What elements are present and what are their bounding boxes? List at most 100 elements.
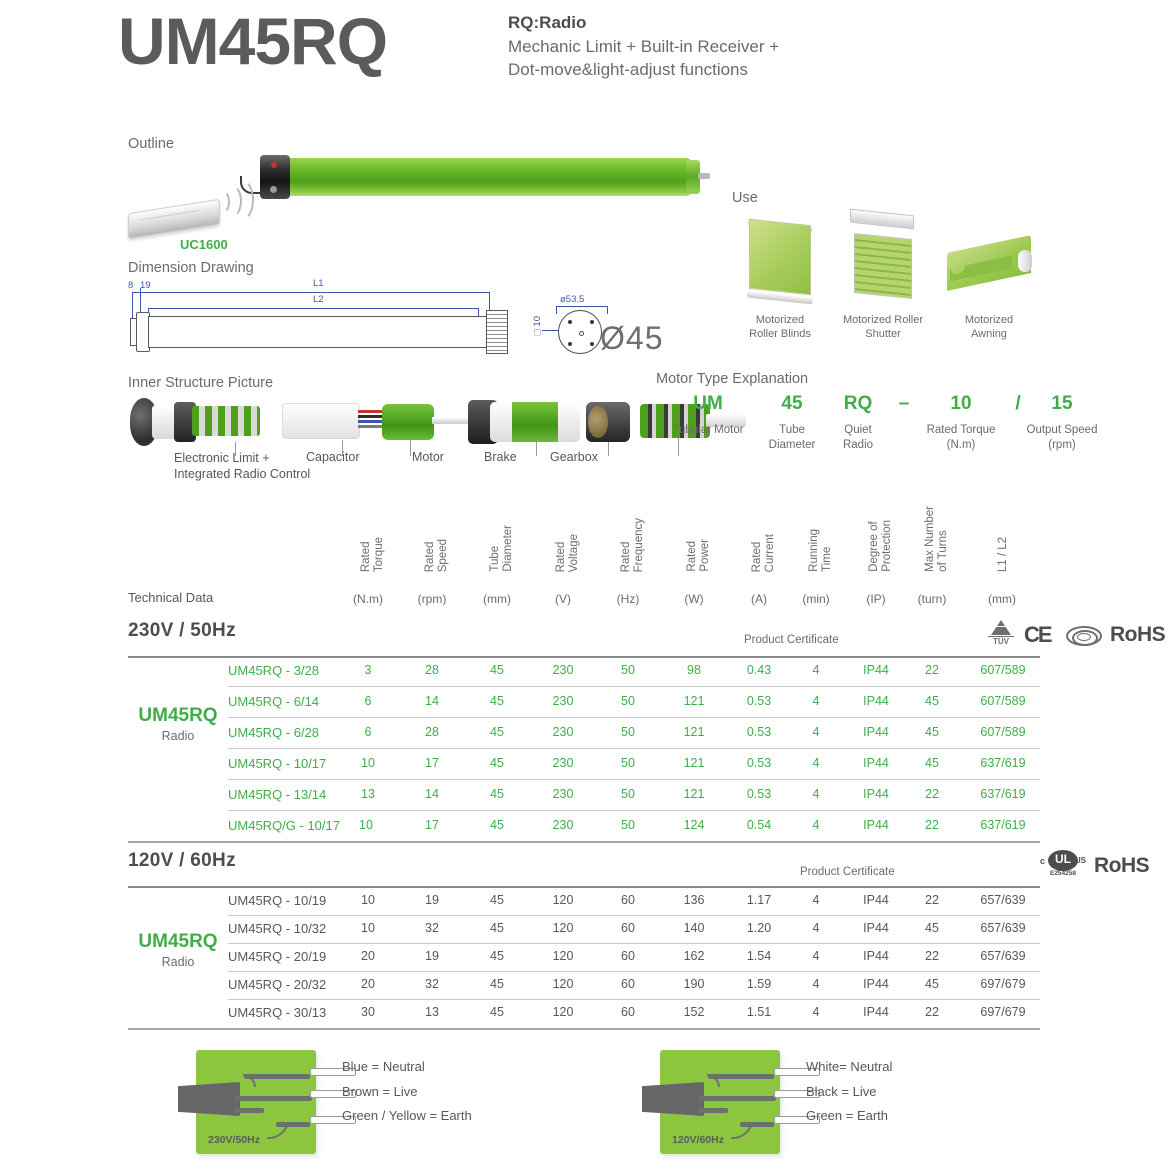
cell-rated-current: 1.17 (746, 893, 772, 907)
cell-rated-current: 0.53 (746, 756, 772, 770)
cell-rated-voltage: 120 (552, 977, 574, 991)
cell-rated-current: 1.59 (746, 977, 772, 991)
cell-degree-of-protection: IP44 (863, 756, 889, 770)
motor-type-col-speed: 15 Output Speed (rpm) (988, 393, 1110, 453)
cell-degree-of-protection: IP44 (863, 663, 889, 677)
cell-rated-torque: 13 (361, 787, 375, 801)
table-row[interactable]: UM45RQ - 3/28 3 28 45 230 50 98 0.43 4 I… (128, 658, 1040, 686)
dim-19-label: 19 (140, 280, 151, 291)
cell-rated-current: 0.53 (746, 694, 772, 708)
cell-l1-l2: 607/589 (980, 725, 1026, 739)
group-label-name: UM45RQ (138, 705, 218, 726)
cell-rated-speed: 13 (425, 1005, 439, 1019)
cell-rated-current: 1.54 (746, 949, 772, 963)
motor-icon (512, 402, 558, 442)
roller-shutter-icon (854, 232, 912, 300)
cell-max-turns: 45 (925, 694, 939, 708)
motor-type-col-um: UM Tubular Motor (660, 393, 756, 438)
cell-max-turns: 22 (925, 818, 939, 832)
motor-type-col-slash: / (998, 393, 1038, 415)
ccc-icon (1066, 626, 1102, 646)
cell-running-time: 4 (812, 949, 820, 963)
wiring-label-green-yellow-earth: Green / Yellow = Earth (342, 1108, 472, 1123)
cell-rated-current: 1.51 (746, 1005, 772, 1019)
rohs-icon: RoHS (1094, 854, 1150, 877)
table-row[interactable]: UM45RQ - 20/32 20 32 45 120 60 190 1.59 … (128, 972, 1040, 1000)
table-row[interactable]: UM45RQ - 6/14 6 14 45 230 50 121 0.53 4 … (128, 689, 1040, 717)
cell-rated-frequency: 60 (621, 921, 635, 935)
wiring-voltage-badge: 230V/50Hz (208, 1134, 260, 1146)
use-item-label: Motorized Roller Blinds (749, 314, 811, 340)
signal-wave-icon (226, 178, 254, 222)
cell-tube-diameter: 45 (490, 694, 504, 708)
motor-type-desc: Rated Torque (N.m) (926, 423, 996, 451)
table-row[interactable]: UM45RQ - 30/13 30 13 45 120 60 152 1.51 … (128, 1000, 1040, 1028)
cell-rated-voltage: 230 (552, 787, 574, 801)
cell-rated-speed: 17 (425, 818, 439, 832)
ul-file-number: E254258 (1049, 870, 1077, 877)
cell-rated-voltage: 230 (552, 725, 574, 739)
cell-rated-torque: 10 (359, 818, 373, 832)
wiring-label-green-earth: Green = Earth (806, 1108, 889, 1123)
cell-rated-torque: 30 (361, 1005, 375, 1019)
motor-type-code: UM (693, 393, 723, 414)
col-header-max-turns: Max Number of Turns (924, 506, 950, 572)
cell-rated-power: 121 (683, 694, 705, 708)
band-title-120v: 120V / 60Hz (128, 850, 236, 871)
cell-rated-power: 136 (683, 893, 705, 907)
cell-rated-power: 121 (683, 756, 705, 770)
cell-rated-torque: 3 (364, 663, 372, 677)
cell-rated-power: 162 (683, 949, 705, 963)
wire-terminal-icon (774, 1116, 820, 1124)
wiring-label-blue-neutral: Blue = Neutral (342, 1059, 425, 1074)
dim-l1-label: L1 (313, 278, 324, 289)
use-item-roller-blinds: Motorized Roller Blinds (725, 217, 835, 342)
dimension-drawing: 8 19 L1 L2 ø53.5 □10 (128, 278, 688, 358)
col-unit-degree-of-protection: (IP) (866, 592, 886, 606)
cell-rated-frequency: 50 (621, 694, 635, 708)
dim-8-label: 8 (128, 280, 134, 291)
cell-running-time: 4 (812, 787, 820, 801)
cell-degree-of-protection: IP44 (863, 921, 889, 935)
table-row[interactable]: UM45RQ - 10/32 10 32 45 120 60 140 1.20 … (128, 916, 1040, 944)
inner-label-electronic-limit: Electronic Limit + Integrated Radio Cont… (174, 451, 311, 482)
section-label-dimension: Dimension Drawing (128, 260, 254, 276)
wiring-label-white-neutral: White= Neutral (806, 1059, 893, 1074)
table-row[interactable]: UM45RQ - 20/19 20 19 45 120 60 162 1.54 … (128, 944, 1040, 972)
cell-rated-speed: 28 (425, 663, 439, 677)
cell-tube-diameter: 45 (490, 787, 504, 801)
inner-label-motor: Motor (412, 450, 444, 464)
cell-l1-l2: 637/619 (980, 756, 1026, 770)
dim-diameter-535-label: ø53.5 (560, 294, 585, 305)
dim-square-10-label: □10 (532, 316, 543, 338)
cell-running-time: 4 (812, 893, 820, 907)
table-row[interactable]: UM45RQ/G - 10/17 10 17 45 230 50 124 0.5… (128, 813, 1040, 841)
table-row[interactable]: UM45RQ - 6/28 6 28 45 230 50 121 0.53 4 … (128, 720, 1040, 748)
col-unit-rated-voltage: (V) (555, 592, 571, 606)
table-band-230v: 230V / 50Hz Product Certificate TÜV CE R… (128, 614, 1166, 843)
table-header: Technical Data Rated Torque (N.m) Rated … (128, 488, 1040, 606)
motor-type-col-torque: 10 Rated Torque (N.m) (902, 393, 1020, 453)
subtitle-line-2: Mechanic Limit + Built-in Receiver + (508, 36, 780, 56)
motor-type-desc: Tubular Motor (672, 423, 744, 436)
cell-tube-diameter: 45 (490, 1005, 504, 1019)
cell-l1-l2: 607/589 (980, 663, 1026, 677)
table-row[interactable]: UM45RQ - 13/14 13 14 45 230 50 121 0.53 … (128, 782, 1040, 810)
cell-running-time: 4 (812, 756, 820, 770)
table-row[interactable]: UM45RQ - 10/17 10 17 45 230 50 121 0.53 … (128, 751, 1040, 779)
product-certificate-label: Product Certificate (800, 866, 895, 878)
cell-degree-of-protection: IP44 (863, 949, 889, 963)
cell-l1-l2: 697/679 (980, 977, 1026, 991)
wire-terminal-icon (310, 1090, 356, 1098)
cell-max-turns: 45 (925, 921, 939, 935)
motor-tube-illustration (282, 158, 692, 196)
cell-rated-frequency: 50 (621, 663, 635, 677)
wire-terminal-icon (774, 1090, 820, 1098)
cell-rated-voltage: 120 (552, 893, 574, 907)
inner-label-capacitor: Capacitor (306, 450, 360, 464)
cell-model: UM45RQ - 6/28 (228, 725, 320, 740)
table-row[interactable]: UM45RQ - 10/19 10 19 45 120 60 136 1.17 … (128, 888, 1040, 916)
cell-model: UM45RQ - 13/14 (228, 787, 327, 802)
cell-degree-of-protection: IP44 (863, 725, 889, 739)
cell-rated-torque: 6 (364, 725, 372, 739)
